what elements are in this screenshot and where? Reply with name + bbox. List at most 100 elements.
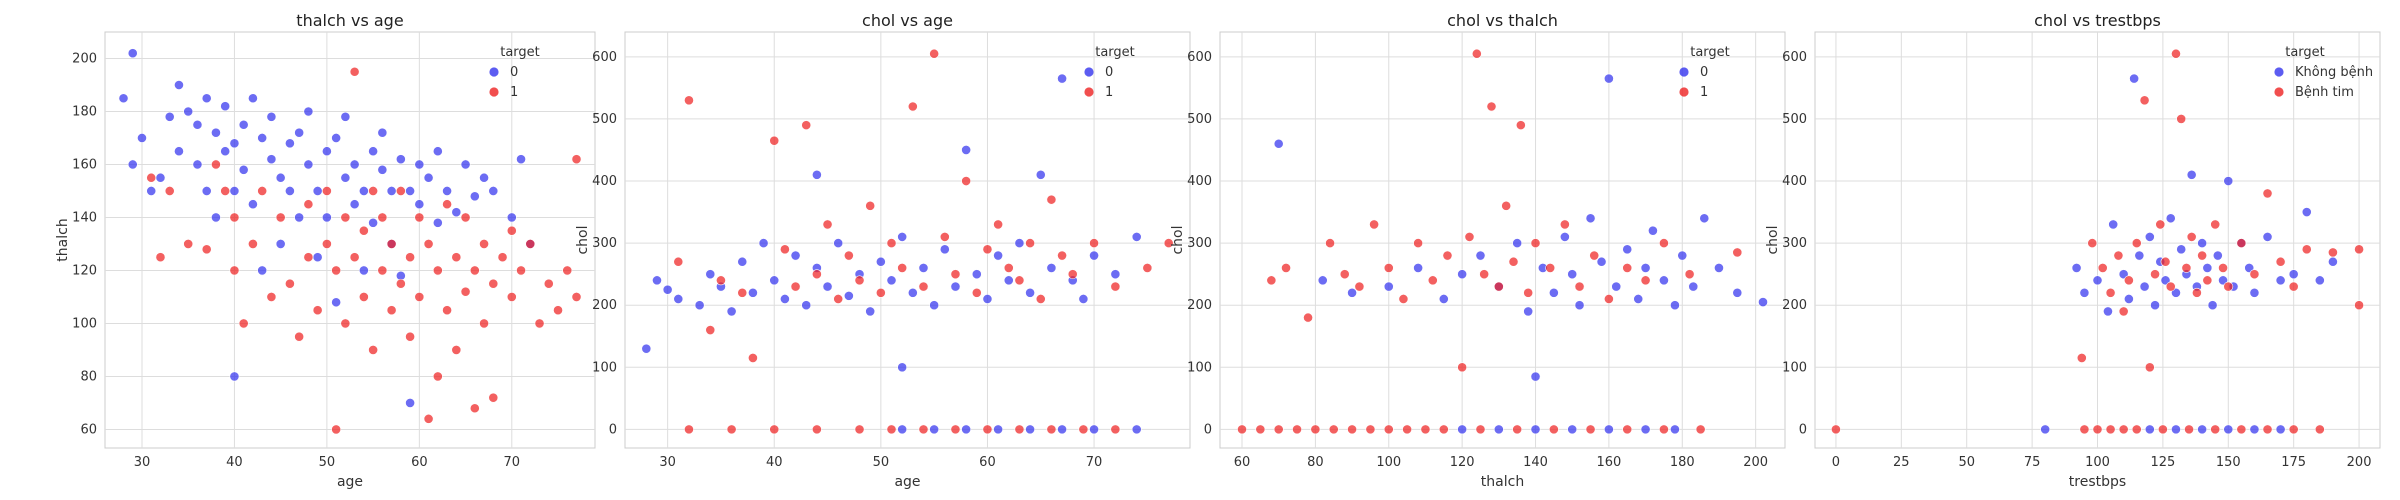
data-point bbox=[211, 127, 221, 138]
data-point bbox=[1328, 424, 1339, 435]
series-1 bbox=[146, 66, 582, 435]
data-point bbox=[2087, 238, 2098, 249]
data-point bbox=[2171, 48, 2181, 59]
data-point bbox=[2236, 424, 2247, 435]
data-point bbox=[2275, 275, 2286, 286]
data-point bbox=[897, 362, 908, 373]
data-point bbox=[1078, 294, 1089, 304]
data-point bbox=[748, 287, 758, 298]
data-point bbox=[961, 145, 972, 155]
data-point bbox=[1046, 263, 1057, 273]
data-point bbox=[2150, 269, 2160, 280]
data-point bbox=[2134, 250, 2145, 261]
data-point bbox=[2150, 300, 2160, 311]
data-point bbox=[886, 275, 897, 286]
data-point bbox=[349, 159, 360, 170]
y-tick-label: 500 bbox=[592, 112, 617, 127]
data-point bbox=[386, 239, 397, 249]
data-point bbox=[358, 292, 369, 302]
data-point bbox=[405, 186, 415, 196]
data-point bbox=[2131, 238, 2142, 249]
data-point bbox=[1670, 424, 1680, 435]
y-tick-label: 0 bbox=[1204, 422, 1212, 437]
data-point bbox=[2262, 424, 2273, 435]
data-point bbox=[1670, 300, 1680, 311]
data-point bbox=[516, 265, 526, 276]
y-tick-label: 400 bbox=[1187, 174, 1212, 189]
legend: target Không bệnh Bệnh tim bbox=[2274, 45, 2373, 100]
data-point bbox=[1677, 250, 1688, 261]
data-point bbox=[331, 265, 342, 276]
data-point bbox=[737, 287, 748, 298]
data-point bbox=[1512, 424, 1523, 435]
data-point bbox=[248, 239, 258, 249]
data-point bbox=[1640, 275, 1651, 286]
data-point bbox=[918, 263, 929, 273]
legend-marker bbox=[1084, 67, 1094, 77]
data-point bbox=[982, 294, 993, 304]
x-tick-label: 30 bbox=[659, 455, 676, 470]
data-point bbox=[822, 281, 833, 292]
data-point bbox=[1046, 194, 1057, 205]
data-point bbox=[257, 186, 268, 196]
data-point bbox=[1383, 263, 1394, 273]
data-point bbox=[331, 133, 342, 143]
data-point bbox=[939, 231, 950, 242]
data-point bbox=[1831, 424, 1841, 435]
data-point bbox=[469, 403, 480, 414]
data-point bbox=[1266, 275, 1277, 286]
data-point bbox=[543, 278, 554, 289]
data-point bbox=[1603, 294, 1614, 304]
x-tick-label: 50 bbox=[873, 455, 890, 470]
data-point bbox=[1523, 306, 1534, 317]
data-point bbox=[2186, 169, 2197, 180]
data-point bbox=[1530, 371, 1541, 382]
data-point bbox=[2131, 424, 2142, 435]
data-point bbox=[993, 250, 1004, 261]
y-tick-label: 300 bbox=[1187, 236, 1212, 251]
data-point bbox=[2354, 300, 2364, 311]
y-tick-label: 500 bbox=[1187, 112, 1212, 127]
data-point bbox=[229, 212, 240, 223]
data-point bbox=[1475, 250, 1486, 261]
x-axis-label: age bbox=[337, 474, 363, 490]
y-tick-label: 100 bbox=[1782, 360, 1807, 375]
data-point bbox=[1163, 238, 1174, 249]
data-point bbox=[1732, 287, 1743, 298]
data-point bbox=[405, 331, 415, 342]
data-point bbox=[349, 199, 360, 210]
data-point bbox=[229, 186, 240, 196]
data-point bbox=[897, 231, 908, 242]
data-point bbox=[854, 275, 865, 286]
data-point bbox=[1273, 138, 1284, 149]
series-1 bbox=[673, 48, 1174, 435]
data-point bbox=[1110, 269, 1121, 280]
data-point bbox=[442, 186, 452, 196]
x-tick-label: 180 bbox=[1670, 455, 1695, 470]
data-point bbox=[1035, 169, 1046, 180]
data-point bbox=[1603, 424, 1614, 435]
data-point bbox=[414, 199, 425, 210]
chart-title: chol vs trestbps bbox=[2034, 11, 2161, 30]
data-point bbox=[2160, 256, 2171, 267]
data-point bbox=[1574, 281, 1585, 292]
data-point bbox=[2288, 424, 2299, 435]
data-point bbox=[705, 269, 716, 280]
data-point bbox=[358, 186, 369, 196]
data-point bbox=[368, 345, 379, 355]
data-point bbox=[1622, 263, 1633, 273]
data-point bbox=[769, 135, 780, 146]
data-point bbox=[2197, 424, 2208, 435]
data-point bbox=[432, 217, 443, 228]
data-point bbox=[2139, 281, 2150, 292]
legend-label: 0 bbox=[1105, 65, 1113, 80]
legend-marker bbox=[2274, 87, 2284, 97]
data-point bbox=[1089, 238, 1099, 249]
data-point bbox=[127, 159, 138, 170]
data-point bbox=[220, 101, 231, 112]
data-point bbox=[395, 278, 406, 289]
data-point bbox=[705, 325, 716, 335]
data-point bbox=[432, 265, 443, 276]
y-tick-label: 200 bbox=[72, 51, 97, 66]
data-point bbox=[405, 398, 415, 408]
